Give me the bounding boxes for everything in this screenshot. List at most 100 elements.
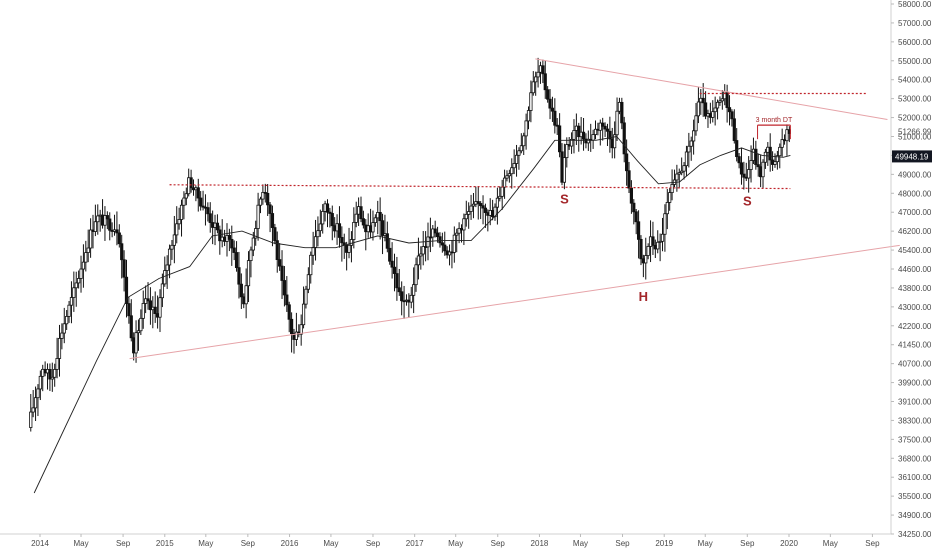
candle <box>438 232 442 248</box>
candle-body <box>148 300 153 311</box>
candle <box>38 370 42 401</box>
candle <box>715 99 720 120</box>
candle <box>69 281 74 324</box>
candle <box>208 202 212 233</box>
price-tick-label: 41450.00 <box>898 341 932 350</box>
last-price-tag: 49948.19 <box>892 150 932 163</box>
range-box[interactable]: 3 month DT <box>756 117 793 140</box>
candle-body <box>146 298 150 302</box>
candle-body <box>593 128 598 135</box>
candle <box>495 187 499 225</box>
candle <box>730 109 734 127</box>
candles <box>29 57 791 432</box>
time-tick-label: May <box>73 539 88 548</box>
candle-body <box>754 148 758 166</box>
time-axis[interactable]: 2014 May Sep 2015 May Sep 2016 May Sep 2017 May Sep… <box>31 534 880 548</box>
candle <box>251 231 255 257</box>
candle-body <box>546 89 550 100</box>
candle <box>421 231 425 266</box>
candle-body <box>86 247 90 253</box>
candle-body <box>500 186 504 197</box>
candle <box>409 286 413 309</box>
candle-body <box>282 280 287 296</box>
candle-body <box>239 283 243 298</box>
candle <box>301 286 306 329</box>
price-axis[interactable]: 58000.00 57000.00 56000.00 55000.00 54000.00… <box>891 0 932 539</box>
upper-resistance-line[interactable] <box>535 58 888 120</box>
candle-body <box>720 98 724 102</box>
candle <box>725 84 729 123</box>
candle-body <box>170 244 174 250</box>
price-tick-label: 40700.00 <box>898 360 932 369</box>
candle <box>481 195 485 225</box>
candle <box>359 196 363 223</box>
candle-body <box>215 222 220 231</box>
candle-body <box>452 234 456 253</box>
candle <box>199 191 203 211</box>
candle-body <box>254 228 258 239</box>
time-tick-label: Sep <box>241 539 256 548</box>
candle-body <box>378 212 382 222</box>
moving-average-line <box>33 136 791 494</box>
candle-body <box>763 151 768 163</box>
candle-body <box>483 207 488 214</box>
candle <box>768 133 772 172</box>
candle-body <box>603 125 607 130</box>
candle-body <box>524 120 528 137</box>
candle-body <box>692 130 696 142</box>
candle-body <box>680 170 684 174</box>
candle <box>325 199 330 228</box>
candle-body <box>775 155 779 163</box>
lower-support-line[interactable] <box>129 244 900 360</box>
candle <box>62 307 66 344</box>
candle <box>33 386 38 422</box>
candle <box>72 271 76 312</box>
candle <box>660 217 665 252</box>
plot-area[interactable]: 3 month DT S H S <box>29 57 900 494</box>
candle-body <box>285 294 289 306</box>
candle <box>337 206 342 248</box>
candle <box>435 226 440 243</box>
candle-body <box>644 255 648 264</box>
last-price-box <box>892 150 932 163</box>
time-tick-label: 2018 <box>531 539 549 548</box>
candle-body <box>115 229 119 234</box>
candle <box>285 276 289 312</box>
candle-body <box>598 122 602 131</box>
candle <box>275 231 279 273</box>
candle-body <box>120 243 124 261</box>
time-tick-label: 2017 <box>406 539 424 548</box>
candle-body <box>476 201 480 204</box>
candle <box>148 287 153 325</box>
candle-body <box>665 202 669 215</box>
candle <box>531 71 535 96</box>
candle <box>615 97 619 141</box>
candle <box>739 147 744 185</box>
candle <box>416 237 421 280</box>
candle-body <box>299 324 303 335</box>
candle <box>581 117 586 151</box>
candle-body <box>495 197 499 208</box>
neckline-line[interactable] <box>169 184 791 190</box>
candle <box>680 157 684 176</box>
candle-body <box>646 246 650 256</box>
candle <box>163 256 167 287</box>
candle-body <box>122 259 126 278</box>
candle <box>158 289 162 333</box>
candle <box>668 187 672 211</box>
time-tick-label: Sep <box>366 539 381 548</box>
candle-body <box>421 246 425 255</box>
candle <box>129 299 133 342</box>
candle-body <box>629 187 634 204</box>
candle <box>330 205 334 241</box>
candle <box>469 194 473 220</box>
candle-body <box>340 237 344 244</box>
candle-body <box>103 215 107 226</box>
candle-body <box>684 151 689 167</box>
candle-body <box>227 235 231 240</box>
candle-body <box>512 163 516 169</box>
candle-body <box>361 218 365 226</box>
candle <box>93 204 97 237</box>
candle-body <box>742 173 746 178</box>
candle <box>31 390 35 418</box>
